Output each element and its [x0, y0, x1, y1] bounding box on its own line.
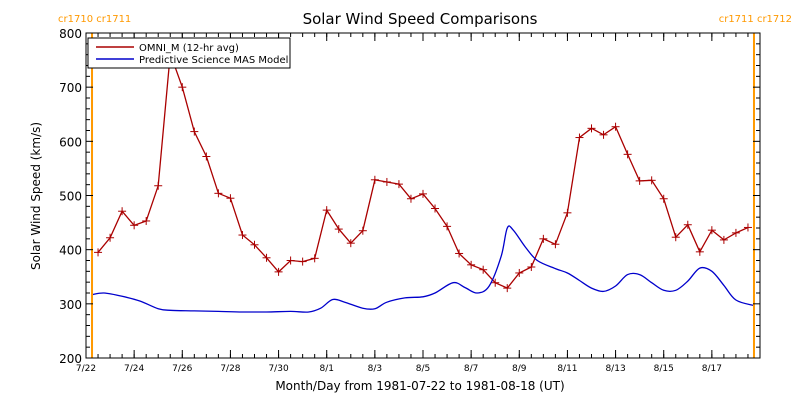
data-point [394, 180, 403, 189]
data-point [695, 247, 704, 256]
data-point [503, 284, 512, 293]
x-tick-label: 8/5 [416, 364, 430, 374]
y-tick-label: 800 [59, 27, 82, 41]
series-line-0 [97, 53, 749, 289]
legend-box [87, 37, 291, 69]
data-point [467, 260, 476, 269]
x-axis-label: Month/Day from 1981-07-22 to 1981-08-18 … [275, 379, 564, 393]
x-tick-label: 8/7 [464, 364, 478, 374]
y-tick-label: 300 [59, 298, 82, 312]
data-point [334, 225, 343, 234]
data-point [419, 189, 427, 198]
data-point [274, 267, 283, 276]
x-tick-label: 8/11 [557, 364, 577, 374]
data-point [491, 278, 500, 287]
data-point [719, 235, 728, 244]
chart-title: Solar Wind Speed Comparisons [303, 10, 538, 28]
data-point [130, 221, 139, 230]
x-tick-label: 7/28 [220, 364, 240, 374]
data-point [346, 239, 355, 248]
x-tick-label: 8/1 [319, 364, 333, 374]
data-point [563, 208, 572, 217]
data-point [142, 216, 151, 225]
data-point [671, 233, 680, 242]
x-tick-label: 8/17 [702, 364, 722, 374]
data-point [515, 268, 524, 277]
data-point [635, 176, 644, 185]
data-point [310, 254, 319, 263]
data-point [202, 152, 211, 161]
data-point [262, 253, 271, 262]
data-point [298, 257, 307, 266]
data-point [647, 176, 656, 185]
data-point [611, 122, 620, 131]
data-point [479, 265, 488, 274]
y-tick-label: 500 [59, 190, 82, 204]
data-point [731, 228, 740, 237]
data-point [238, 231, 247, 240]
x-tick-label: 7/26 [172, 364, 192, 374]
data-point [455, 249, 464, 258]
data-point [683, 220, 692, 229]
data-point [382, 177, 391, 186]
x-tick-label: 8/15 [654, 364, 674, 374]
x-tick-label: 8/13 [605, 364, 625, 374]
y-tick-label: 200 [59, 352, 82, 366]
data-point [190, 127, 199, 136]
data-point [623, 150, 632, 159]
x-tick-label: 7/24 [124, 364, 144, 374]
data-point [406, 194, 415, 203]
x-tick-label: 8/9 [512, 364, 527, 374]
data-point [250, 240, 259, 249]
data-point [322, 206, 331, 215]
data-point [214, 189, 223, 198]
y-axis-label: Solar Wind Speed (km/s) [29, 122, 43, 270]
legend-label-mas: Predictive Science MAS Model [139, 55, 288, 66]
data-point [743, 223, 752, 232]
axis-layer: 200 300 400 500 600 700 800 7/22 7/24 7/26 7/28 7/3… [59, 27, 760, 374]
data-point [551, 240, 560, 249]
data-point [443, 222, 452, 231]
data-point [178, 83, 187, 92]
data-point [587, 124, 596, 133]
y-tick-label: 600 [59, 135, 82, 149]
data-point [118, 207, 127, 216]
x-tick-label: 8/3 [368, 364, 382, 374]
data-point [431, 204, 440, 213]
data-point [94, 248, 103, 257]
y-tick-label: 400 [59, 244, 82, 258]
legend: OMNI_M (12-hr avg) Predictive Science MA… [87, 37, 291, 69]
data-point [539, 234, 548, 243]
x-tick-label: 7/22 [76, 364, 96, 374]
data-point [575, 133, 584, 142]
data-point [527, 263, 536, 271]
data-point [370, 175, 379, 184]
y-tick-label: 700 [59, 81, 82, 95]
x-tick-label: 7/30 [268, 364, 288, 374]
legend-label-omni: OMNI_M (12-hr avg) [139, 43, 239, 54]
data-point [226, 194, 235, 203]
data-point [154, 181, 163, 190]
carrington-label-right: cr1711 cr1712 [719, 14, 792, 25]
carrington-label-left: cr1710 cr1711 [58, 14, 131, 25]
series-layer [91, 49, 755, 313]
data-point [599, 130, 608, 139]
data-point [286, 256, 295, 265]
data-point [659, 194, 668, 203]
data-point [358, 226, 367, 235]
data-point [106, 233, 115, 242]
series-line-1 [91, 225, 755, 313]
data-point [707, 226, 716, 235]
